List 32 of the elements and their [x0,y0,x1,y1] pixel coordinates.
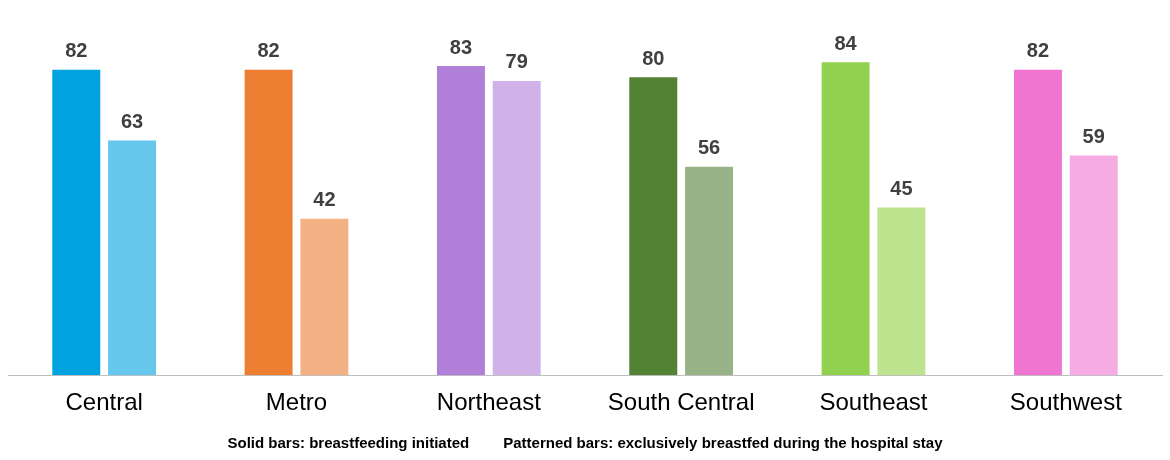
bar [436,66,485,376]
bar [877,207,926,376]
text: Solid bars: breastfeeding initiated [227,434,470,451]
data-label: 80 [642,46,665,69]
x-tick-label: Southeast [819,388,928,416]
data-label: 45 [890,177,913,200]
bar [300,218,349,376]
bar [244,69,293,376]
data-label: 59 [1082,124,1105,147]
bar [629,77,678,376]
x-tick-label: Metro [265,388,328,416]
data-label: 56 [697,136,721,159]
bar [108,140,157,376]
bar [685,166,734,376]
bar [1069,155,1118,376]
data-label: 82 [257,39,280,62]
bar [492,80,541,376]
data-label: 79 [505,50,528,73]
x-tick-label: Central [65,388,143,416]
x-tick-label: Northeast [436,388,542,416]
x-tick-label: Southwest [1009,388,1123,416]
data-label: 63 [120,110,144,133]
data-label: 84 [834,31,858,54]
bar [821,62,870,376]
bar [52,69,101,376]
data-label: 82 [1026,39,1050,62]
data-label: 42 [313,188,336,211]
text: Patterned bars: exclusively breastfed during the hospital stay [503,434,943,451]
x-tick-label: South Central [607,388,755,416]
bar [1013,69,1062,376]
data-label: 83 [449,35,473,58]
data-label: 82 [65,39,88,62]
